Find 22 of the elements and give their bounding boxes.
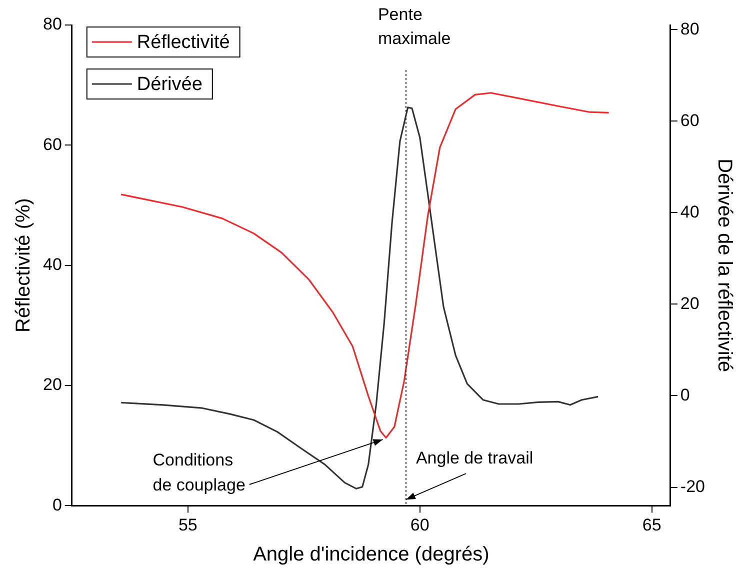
y2-tick-label: 20 bbox=[680, 294, 700, 313]
y2-tick-label: -20 bbox=[680, 476, 706, 496]
x-tick-label: 55 bbox=[178, 515, 198, 534]
y-tick-label: 0 bbox=[52, 495, 62, 514]
legend-label: Réflectivité bbox=[136, 32, 230, 54]
x-tick-label: 65 bbox=[642, 515, 662, 534]
y2-tick-label: 40 bbox=[680, 202, 700, 222]
y2-tick-label: 0 bbox=[680, 385, 690, 404]
annotation: Angle de travail bbox=[416, 448, 534, 468]
y-tick-label: 60 bbox=[42, 134, 62, 154]
y-tick-label: 20 bbox=[42, 375, 62, 394]
x-tick-label: 60 bbox=[410, 515, 430, 534]
y2-axis-title: Dérivée de la réflectivité bbox=[713, 158, 736, 372]
x-axis-title: Angle d'incidence (degrés) bbox=[253, 544, 490, 566]
annotation: Conditions de couplage bbox=[152, 450, 246, 495]
y2-tick-label: 80 bbox=[680, 19, 700, 38]
y-tick-label: 40 bbox=[42, 254, 62, 274]
ref-line-label: Pente maximale bbox=[378, 5, 451, 48]
legend-label: Dérivée bbox=[136, 74, 202, 96]
y2-tick-label: 60 bbox=[680, 110, 700, 130]
y-tick-label: 80 bbox=[42, 14, 62, 34]
y-axis-title: Réflectivité (%) bbox=[12, 198, 35, 333]
